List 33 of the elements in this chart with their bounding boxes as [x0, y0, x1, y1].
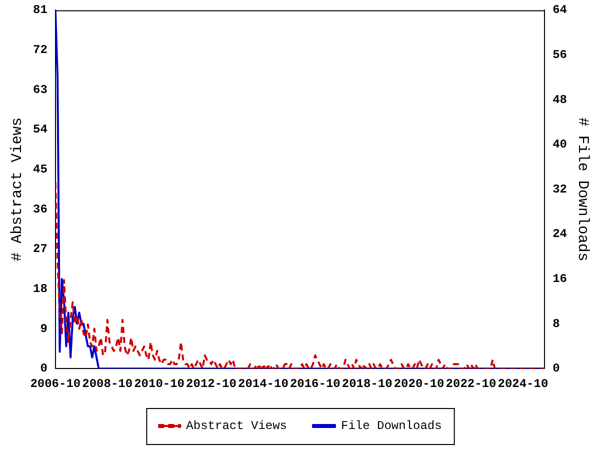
- y-tick-label: 27: [32, 242, 48, 256]
- x-tick-label: 2016-10: [290, 376, 340, 391]
- y2-tick-label: 0: [552, 362, 560, 376]
- y2-tick-label: 8: [552, 316, 560, 331]
- y-tick-label: 72: [32, 43, 48, 58]
- legend-label: Abstract Views: [186, 419, 288, 434]
- x-tick-label: 2022-10: [446, 376, 496, 391]
- y2-tick-label: 64: [552, 3, 568, 18]
- y2-tick-label: 24: [552, 227, 568, 242]
- y-tick-label: 0: [40, 362, 48, 376]
- x-tick-label: 2006-10: [30, 376, 81, 391]
- y-tick-label: 54: [32, 122, 48, 137]
- x-tick-label: 2024-10: [498, 376, 548, 391]
- y-tick-label: 81: [32, 3, 48, 18]
- y2-tick-label: 48: [552, 92, 568, 107]
- y2-axis-title: # File Downloads: [574, 117, 592, 262]
- y-axis-title: # Abstract Views: [8, 117, 26, 262]
- x-tick-label: 2018-10: [342, 376, 392, 391]
- x-tick-label: 2012-10: [186, 376, 236, 391]
- y2-tick-label: 56: [552, 48, 568, 62]
- y-tick-label: 63: [32, 82, 48, 97]
- y-tick-label: 9: [40, 322, 48, 336]
- y2-tick-label: 40: [552, 138, 568, 152]
- y2-tick-label: 32: [552, 182, 568, 196]
- x-tick-label: 2020-10: [394, 376, 444, 391]
- y-tick-label: 36: [32, 202, 48, 216]
- y2-tick-label: 16: [552, 272, 568, 286]
- x-tick-label: 2014-10: [238, 376, 288, 391]
- x-tick-label: 2008-10: [82, 376, 133, 391]
- x-tick-label: 2010-10: [134, 376, 185, 391]
- legend-label: File Downloads: [341, 419, 442, 434]
- y-tick-label: 18: [32, 282, 48, 296]
- y-tick-label: 45: [32, 162, 48, 177]
